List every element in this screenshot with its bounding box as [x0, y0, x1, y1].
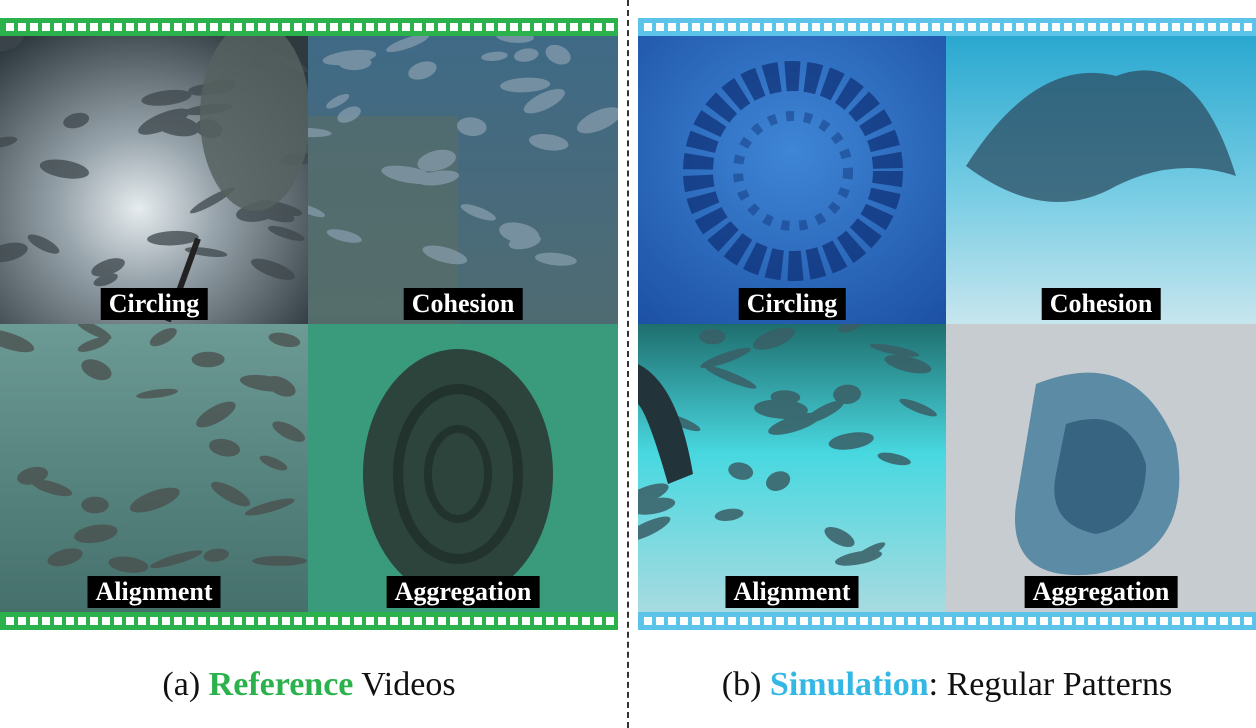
- tile-label-cohesion: Cohesion: [1041, 288, 1161, 320]
- simulation-caption: (b) Simulation: Regular Patterns: [638, 660, 1256, 710]
- tile-label-circling: Circling: [738, 288, 846, 320]
- simulation-circling-image: [638, 36, 946, 324]
- caption-keyword: Reference: [208, 666, 354, 703]
- reference-frame-grid: Circling Cohesion: [0, 36, 618, 612]
- reference-aggregation-image: [308, 324, 618, 612]
- film-strip-top: [0, 18, 618, 36]
- tile-label-aggregation: Aggregation: [1024, 576, 1178, 608]
- simulation-cohesion-tile: Cohesion: [946, 36, 1256, 324]
- caption-keyword: Simulation: [769, 666, 929, 703]
- simulation-panel: Circling Cohesion: [638, 18, 1256, 638]
- caption-prefix: (b): [721, 666, 770, 703]
- caption-suffix: Videos: [353, 666, 456, 703]
- reference-cohesion-image: [308, 36, 618, 324]
- simulation-cohesion-image: [946, 36, 1256, 324]
- caption-suffix: : Regular Patterns: [928, 666, 1173, 703]
- simulation-circling-tile: Circling: [638, 36, 946, 324]
- reference-circling-tile: Circling: [0, 36, 308, 324]
- film-strip-bottom: [0, 612, 618, 630]
- tile-label-circling: Circling: [100, 288, 208, 320]
- reference-alignment-tile: Alignment: [0, 324, 308, 612]
- simulation-alignment-image: [638, 324, 946, 612]
- simulation-aggregation-tile: Aggregation: [946, 324, 1256, 612]
- film-strip-bottom: [638, 612, 1256, 630]
- reference-aggregation-tile: Aggregation: [308, 324, 618, 612]
- reference-videos-panel: Circling Cohesion: [0, 18, 618, 638]
- panel-divider: [627, 0, 629, 728]
- tile-label-cohesion: Cohesion: [403, 288, 523, 320]
- tile-label-aggregation: Aggregation: [386, 576, 540, 608]
- reference-alignment-image: [0, 324, 308, 612]
- simulation-frame-grid: Circling Cohesion: [638, 36, 1256, 612]
- film-strip-top: [638, 18, 1256, 36]
- reference-circling-image: [0, 36, 308, 324]
- simulation-aggregation-image: [946, 324, 1256, 612]
- reference-caption: (a) Reference Videos: [0, 660, 618, 710]
- tile-label-alignment: Alignment: [725, 576, 859, 608]
- reference-cohesion-tile: Cohesion: [308, 36, 618, 324]
- simulation-alignment-tile: Alignment: [638, 324, 946, 612]
- tile-label-alignment: Alignment: [87, 576, 221, 608]
- caption-prefix: (a): [162, 666, 209, 703]
